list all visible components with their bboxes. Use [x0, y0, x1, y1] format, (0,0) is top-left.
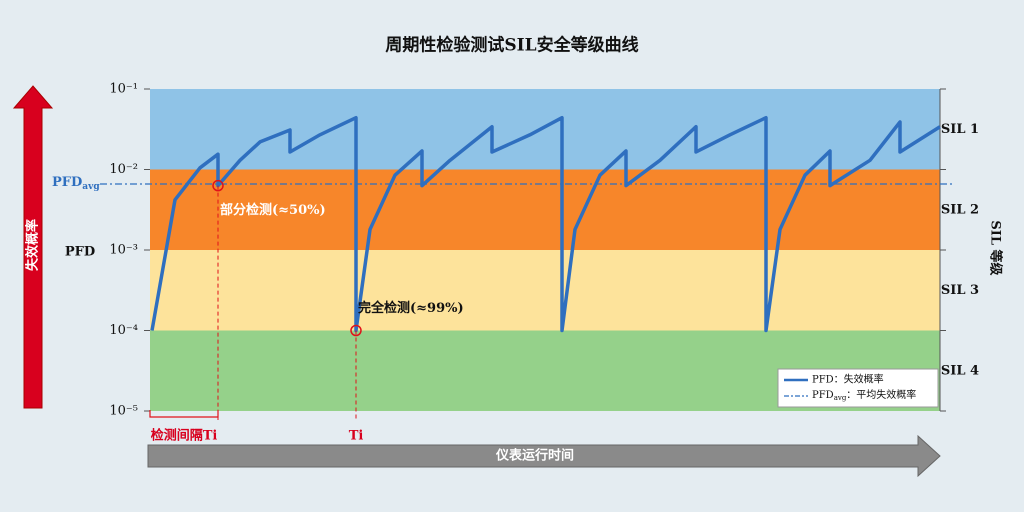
sil-label: SIL 2	[941, 202, 979, 217]
sil-band	[150, 169, 940, 250]
annotation-text: 部分检测(≈50%)	[220, 202, 326, 218]
test-point	[350, 324, 362, 337]
y-tick-label: 10⁻⁵	[109, 404, 138, 419]
legend-label: PFD：失效概率	[812, 373, 884, 386]
test-point	[212, 179, 224, 192]
y-tick-label: 10⁻³	[109, 243, 138, 258]
legend-box	[777, 368, 939, 408]
legend-label-part: avg	[834, 394, 847, 402]
x-label: 仪表运行时间	[495, 448, 574, 464]
sil-label: SIL 1	[941, 122, 979, 137]
pfd-avg-label-main: PFD	[52, 175, 82, 190]
sil-label: SIL 4	[941, 363, 979, 378]
y-tick-label: 10⁻¹	[109, 82, 138, 97]
sil-band	[150, 89, 940, 170]
interval-label: 检测间隔Ti	[151, 428, 218, 444]
legend-label-part: ：平均失效概率	[846, 388, 916, 401]
legend-label: PFDavg：平均失效概率	[812, 388, 916, 403]
annotation-text: 完全检测(≈99%)	[358, 300, 464, 316]
y-tick-label: 10⁻⁴	[109, 323, 138, 338]
pfd-line	[150, 115, 941, 333]
y-arrow-label: 失效概率	[25, 219, 41, 271]
y-label: PFD	[65, 245, 95, 260]
interval-bracket	[149, 410, 219, 418]
pfd-avg-label: PFDavg	[52, 175, 100, 192]
y-arrow	[12, 85, 54, 409]
sil-band	[150, 250, 940, 331]
sil-label: SIL 3	[941, 283, 979, 298]
legend-label-part: PFD	[812, 390, 834, 401]
chart-title: 周期性检验测试SIL安全等级曲线	[385, 35, 638, 56]
interval-label: Ti	[349, 429, 364, 444]
x-arrow	[147, 434, 941, 478]
pfd-avg-label-sub: avg	[82, 182, 100, 192]
y2-label: SIL 等级	[988, 220, 1004, 276]
y-tick-label: 10⁻²	[109, 162, 138, 177]
